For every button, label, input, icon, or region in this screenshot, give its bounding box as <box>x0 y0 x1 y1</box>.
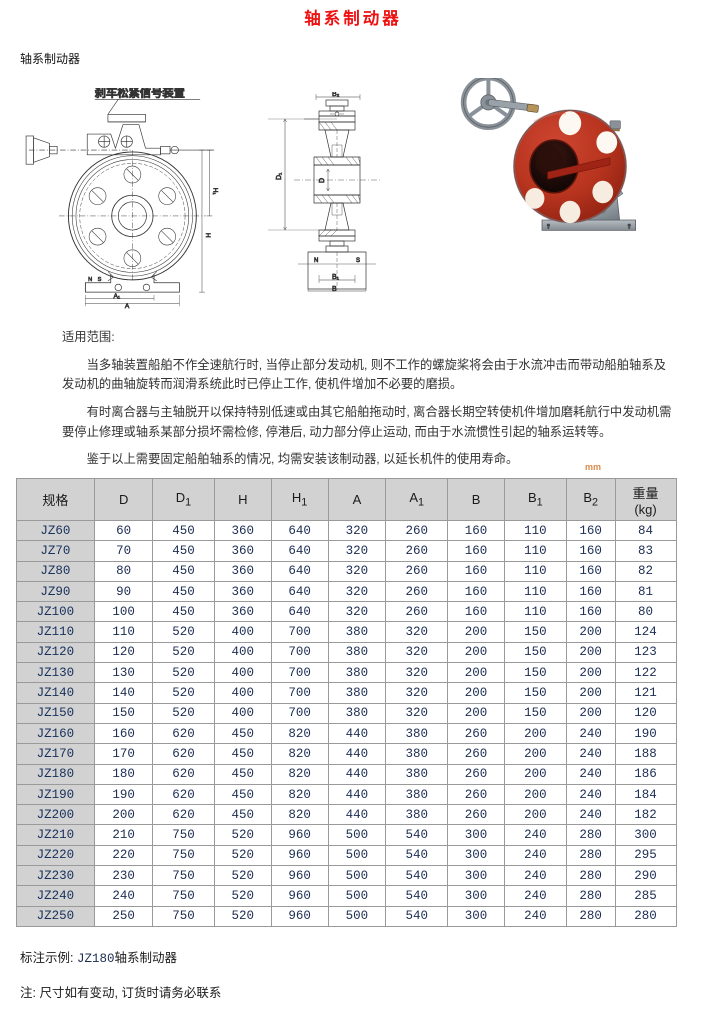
svg-text:H₁: H₁ <box>211 188 218 196</box>
svg-text:D₁: D₁ <box>276 172 283 180</box>
svg-text:S: S <box>356 258 360 264</box>
svg-text:B₂: B₂ <box>332 92 340 98</box>
svg-text:A₁: A₁ <box>114 293 121 300</box>
svg-text:N: N <box>314 258 318 264</box>
svg-text:A: A <box>125 303 130 310</box>
svg-text:H: H <box>204 233 211 238</box>
svg-text:B₁: B₁ <box>332 274 340 281</box>
svg-text:B: B <box>332 286 337 292</box>
svg-text:D: D <box>319 178 326 183</box>
svg-text:S: S <box>98 277 102 283</box>
svg-text:N: N <box>88 277 92 283</box>
svg-text:刹车松紧信号装置: 刹车松紧信号装置 <box>95 88 185 99</box>
